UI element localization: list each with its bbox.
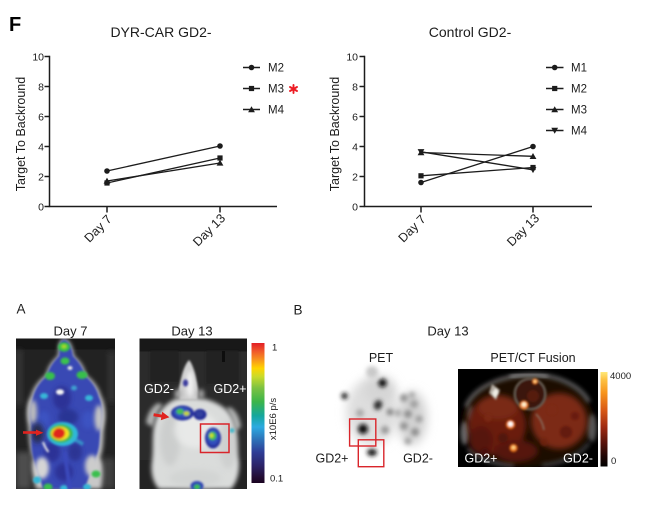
svg-text:10: 10 bbox=[32, 51, 44, 63]
svg-text:M4: M4 bbox=[268, 105, 285, 117]
svg-text:Control GD2-: Control GD2- bbox=[429, 24, 512, 40]
svg-text:GD2+: GD2+ bbox=[464, 452, 497, 466]
svg-text:0: 0 bbox=[611, 456, 616, 467]
svg-text:A: A bbox=[17, 302, 26, 317]
svg-text:M2: M2 bbox=[571, 84, 587, 96]
svg-text:1: 1 bbox=[272, 343, 277, 354]
svg-text:2: 2 bbox=[38, 171, 44, 183]
svg-text:4: 4 bbox=[38, 141, 44, 153]
svg-text:x10E6 p/s: x10E6 p/s bbox=[268, 398, 279, 440]
svg-text:F: F bbox=[9, 14, 21, 36]
svg-text:Day 13: Day 13 bbox=[427, 324, 468, 339]
svg-text:GD2-: GD2- bbox=[144, 382, 174, 396]
svg-text:M3: M3 bbox=[571, 105, 587, 117]
svg-text:B: B bbox=[294, 303, 303, 318]
svg-text:M2: M2 bbox=[268, 63, 284, 75]
svg-text:2: 2 bbox=[352, 171, 358, 183]
svg-text:8: 8 bbox=[352, 81, 358, 93]
svg-text:6: 6 bbox=[352, 111, 358, 123]
svg-text:GD2+: GD2+ bbox=[315, 452, 348, 466]
svg-text:Day 13: Day 13 bbox=[171, 324, 212, 339]
svg-text:6: 6 bbox=[38, 111, 44, 123]
svg-text:0: 0 bbox=[38, 201, 44, 213]
svg-text:PET: PET bbox=[369, 351, 394, 365]
svg-text:M4: M4 bbox=[571, 126, 588, 138]
svg-text:GD2-: GD2- bbox=[403, 452, 433, 466]
svg-text:GD2+: GD2+ bbox=[213, 382, 246, 396]
svg-text:Target To Backround: Target To Backround bbox=[14, 77, 28, 191]
svg-text:M3: M3 bbox=[268, 84, 284, 96]
svg-text:PET/CT Fusion: PET/CT Fusion bbox=[490, 351, 575, 365]
svg-text:Day 7: Day 7 bbox=[54, 324, 88, 339]
svg-text:DYR-CAR GD2-: DYR-CAR GD2- bbox=[110, 24, 211, 40]
svg-text:0: 0 bbox=[352, 201, 358, 213]
svg-text:4: 4 bbox=[352, 141, 358, 153]
svg-text:10: 10 bbox=[346, 51, 358, 63]
svg-text:Target To Backround: Target To Backround bbox=[328, 77, 342, 191]
svg-text:M1: M1 bbox=[571, 63, 587, 75]
svg-text:0.1: 0.1 bbox=[270, 474, 283, 485]
svg-text:4000: 4000 bbox=[610, 371, 631, 382]
svg-text:8: 8 bbox=[38, 81, 44, 93]
svg-text:GD2-: GD2- bbox=[563, 452, 593, 466]
